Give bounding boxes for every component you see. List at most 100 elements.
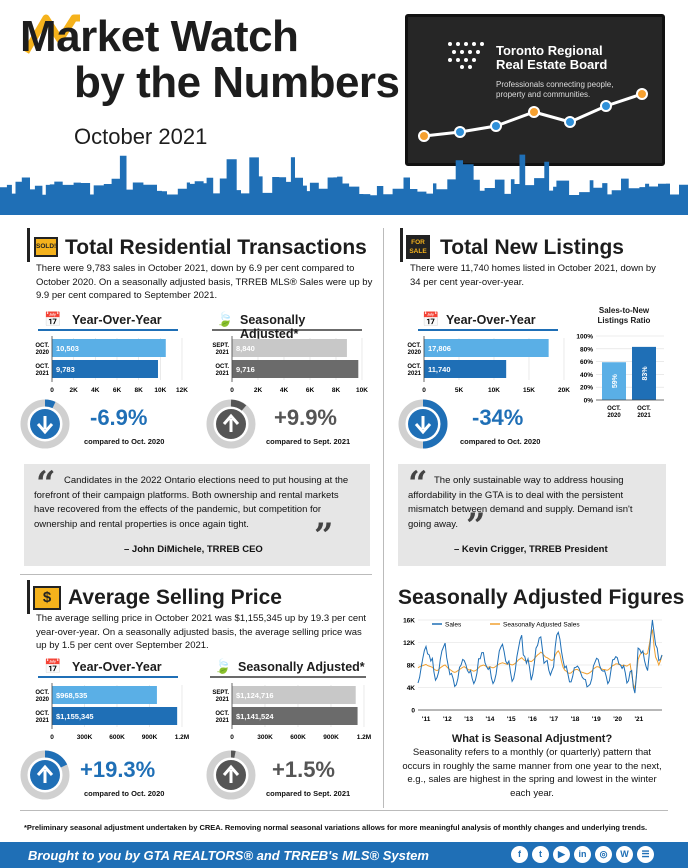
tick-label: 0% xyxy=(584,398,594,405)
social-icon[interactable]: in xyxy=(574,846,591,863)
seasonal-explanation: Seasonality refers to a monthly (or quar… xyxy=(402,747,662,799)
price-body: The average selling price in October 202… xyxy=(36,613,367,651)
sales-yoy-compare: compared to Oct. 2020 xyxy=(84,437,165,446)
category-label: 2021 xyxy=(216,718,230,724)
down-arrow-icon xyxy=(20,399,70,449)
legend-label: Seasonally Adjusted Sales xyxy=(503,622,580,629)
seasonal-line-chart: 0 4K 8K 12K 16K '11 '12 '13 '14 '15 '16 '17 '18 '19 '2… xyxy=(396,612,668,730)
report-date: October 2021 xyxy=(74,124,208,149)
footnote: *Preliminary seasonal adjustment underta… xyxy=(24,823,648,832)
social-icon[interactable]: f xyxy=(511,846,528,863)
sales-yoy-pct: -6.9% xyxy=(90,405,148,430)
tick-label: 6K xyxy=(113,387,122,394)
tick-label: 20K xyxy=(558,387,570,394)
x-tick-label: '19 xyxy=(592,716,601,723)
social-icon[interactable]: ☰ xyxy=(637,846,654,863)
category-label: 2021 xyxy=(216,371,230,377)
bar-value-label: $1,141,524 xyxy=(236,712,274,721)
tick-label: 0 xyxy=(230,734,234,741)
footnote-divider xyxy=(20,810,668,811)
tick-label: 300K xyxy=(77,734,93,741)
sales-sa-compare: compared to Sept. 2021 xyxy=(266,437,351,446)
bar-chart-svg: 0 2K 4K 6K 8K 10K 12K10,503OCT.20209,783OCT.20… xyxy=(35,336,188,394)
tick-label: 6K xyxy=(306,387,315,394)
x-tick-label: '21 xyxy=(634,716,643,723)
legend-label: Sales xyxy=(445,622,462,629)
price-yoy-label: Year-Over-Year xyxy=(72,660,162,674)
social-icon[interactable]: W xyxy=(616,846,633,863)
price-sa-compare: compared to Sept. 2021 xyxy=(266,789,351,798)
title-line: Market Watch xyxy=(20,12,299,61)
listings-yoy-label: Year-Over-Year xyxy=(446,313,536,327)
category-label: 2020 xyxy=(607,413,621,419)
category-label: 2021 xyxy=(408,371,422,377)
category-label: SEPT. xyxy=(212,343,229,349)
tick-label: 12K xyxy=(176,387,188,394)
up-arrow-icon xyxy=(206,399,256,449)
tick-label: 2K xyxy=(70,387,79,394)
quote-ceo-author: – John DiMichele, TRREB CEO xyxy=(124,544,263,555)
price-sa-header: 🍃 Seasonally Adjusted* xyxy=(210,658,366,678)
sales-yoy-chart: 0 2K 4K 6K 8K 10K 12K 10,503 OCT. 2020 9,783 OCT. 20… xyxy=(20,336,190,396)
sign-post xyxy=(27,580,30,614)
tick-label: 0 xyxy=(50,387,54,394)
tick-label: 4K xyxy=(280,387,289,394)
listings-yoy-pct: -34% xyxy=(472,405,524,430)
bar xyxy=(232,339,347,357)
bar-value-label: 17,806 xyxy=(428,344,451,353)
bar-value-label: 9,783 xyxy=(56,365,75,374)
x-tick-label: '13 xyxy=(464,716,473,723)
x-tick-label: '15 xyxy=(507,716,516,723)
bar xyxy=(232,360,359,378)
y-tick-label: 16K xyxy=(403,618,415,625)
tick-label: 60% xyxy=(580,359,593,366)
tv-point xyxy=(636,88,648,100)
line-chart-svg: 0 4K 8K 12K 16K '11 '12 '13 '14 '15 '16 '17 '18 '19 '2… xyxy=(403,618,663,723)
tv-point xyxy=(454,126,466,138)
category-label: OCT. xyxy=(637,406,651,412)
bar xyxy=(424,339,549,357)
bar-value-label: 83% xyxy=(642,366,649,381)
dollar-sign-icon: $ xyxy=(33,586,61,610)
price-yoy-header: 📅 Year-Over-Year xyxy=(38,658,178,678)
category-label: 2021 xyxy=(36,371,50,377)
column-divider xyxy=(383,228,384,808)
social-icon[interactable]: ▶ xyxy=(553,846,570,863)
listings-body: There were 11,740 homes listed in Octobe… xyxy=(410,263,656,288)
tick-label: 600K xyxy=(290,734,306,741)
bar-value-label: 9,716 xyxy=(236,365,255,374)
quote-president-text: The only sustainable way to address hous… xyxy=(408,475,633,530)
tick-label: 20% xyxy=(580,385,593,392)
quote-ceo-text: Candidates in the 2022 Ontario elections… xyxy=(34,475,349,530)
tv-point xyxy=(600,100,612,112)
bar xyxy=(232,707,358,725)
footer-credit: Brought to you by GTA REALTORS® and TRRE… xyxy=(28,848,429,863)
x-tick-label: '20 xyxy=(613,716,622,723)
tick-label: 4K xyxy=(91,387,100,394)
bar-value-label: 11,740 xyxy=(428,365,451,374)
tick-label: 600K xyxy=(109,734,125,741)
calendar-icon: 📅 xyxy=(44,658,62,674)
bar xyxy=(602,362,626,400)
skyline xyxy=(0,154,688,215)
tick-label: 10K xyxy=(356,387,368,394)
tick-label: 0 xyxy=(422,387,426,394)
bar xyxy=(52,686,157,704)
x-tick-label: '18 xyxy=(571,716,580,723)
category-label: OCT. xyxy=(215,364,229,370)
up-arrow-icon xyxy=(206,750,256,800)
calendar-icon: 📅 xyxy=(44,311,62,327)
bar-value-label: 10,503 xyxy=(56,344,79,353)
social-icon[interactable]: t xyxy=(532,846,549,863)
price-yoy-compare: compared to Oct. 2020 xyxy=(84,789,165,798)
bar xyxy=(52,707,178,725)
tick-label: 300K xyxy=(257,734,273,741)
page-title: Market Watch by the Numbers xyxy=(20,14,400,106)
quote-ceo: “ Candidates in the 2022 Ontario electio… xyxy=(24,464,370,566)
bar xyxy=(52,339,166,357)
category-label: 2021 xyxy=(637,413,651,419)
brand-tagline: Professionals connecting people, propert… xyxy=(496,80,613,100)
social-icon[interactable]: ◎ xyxy=(595,846,612,863)
